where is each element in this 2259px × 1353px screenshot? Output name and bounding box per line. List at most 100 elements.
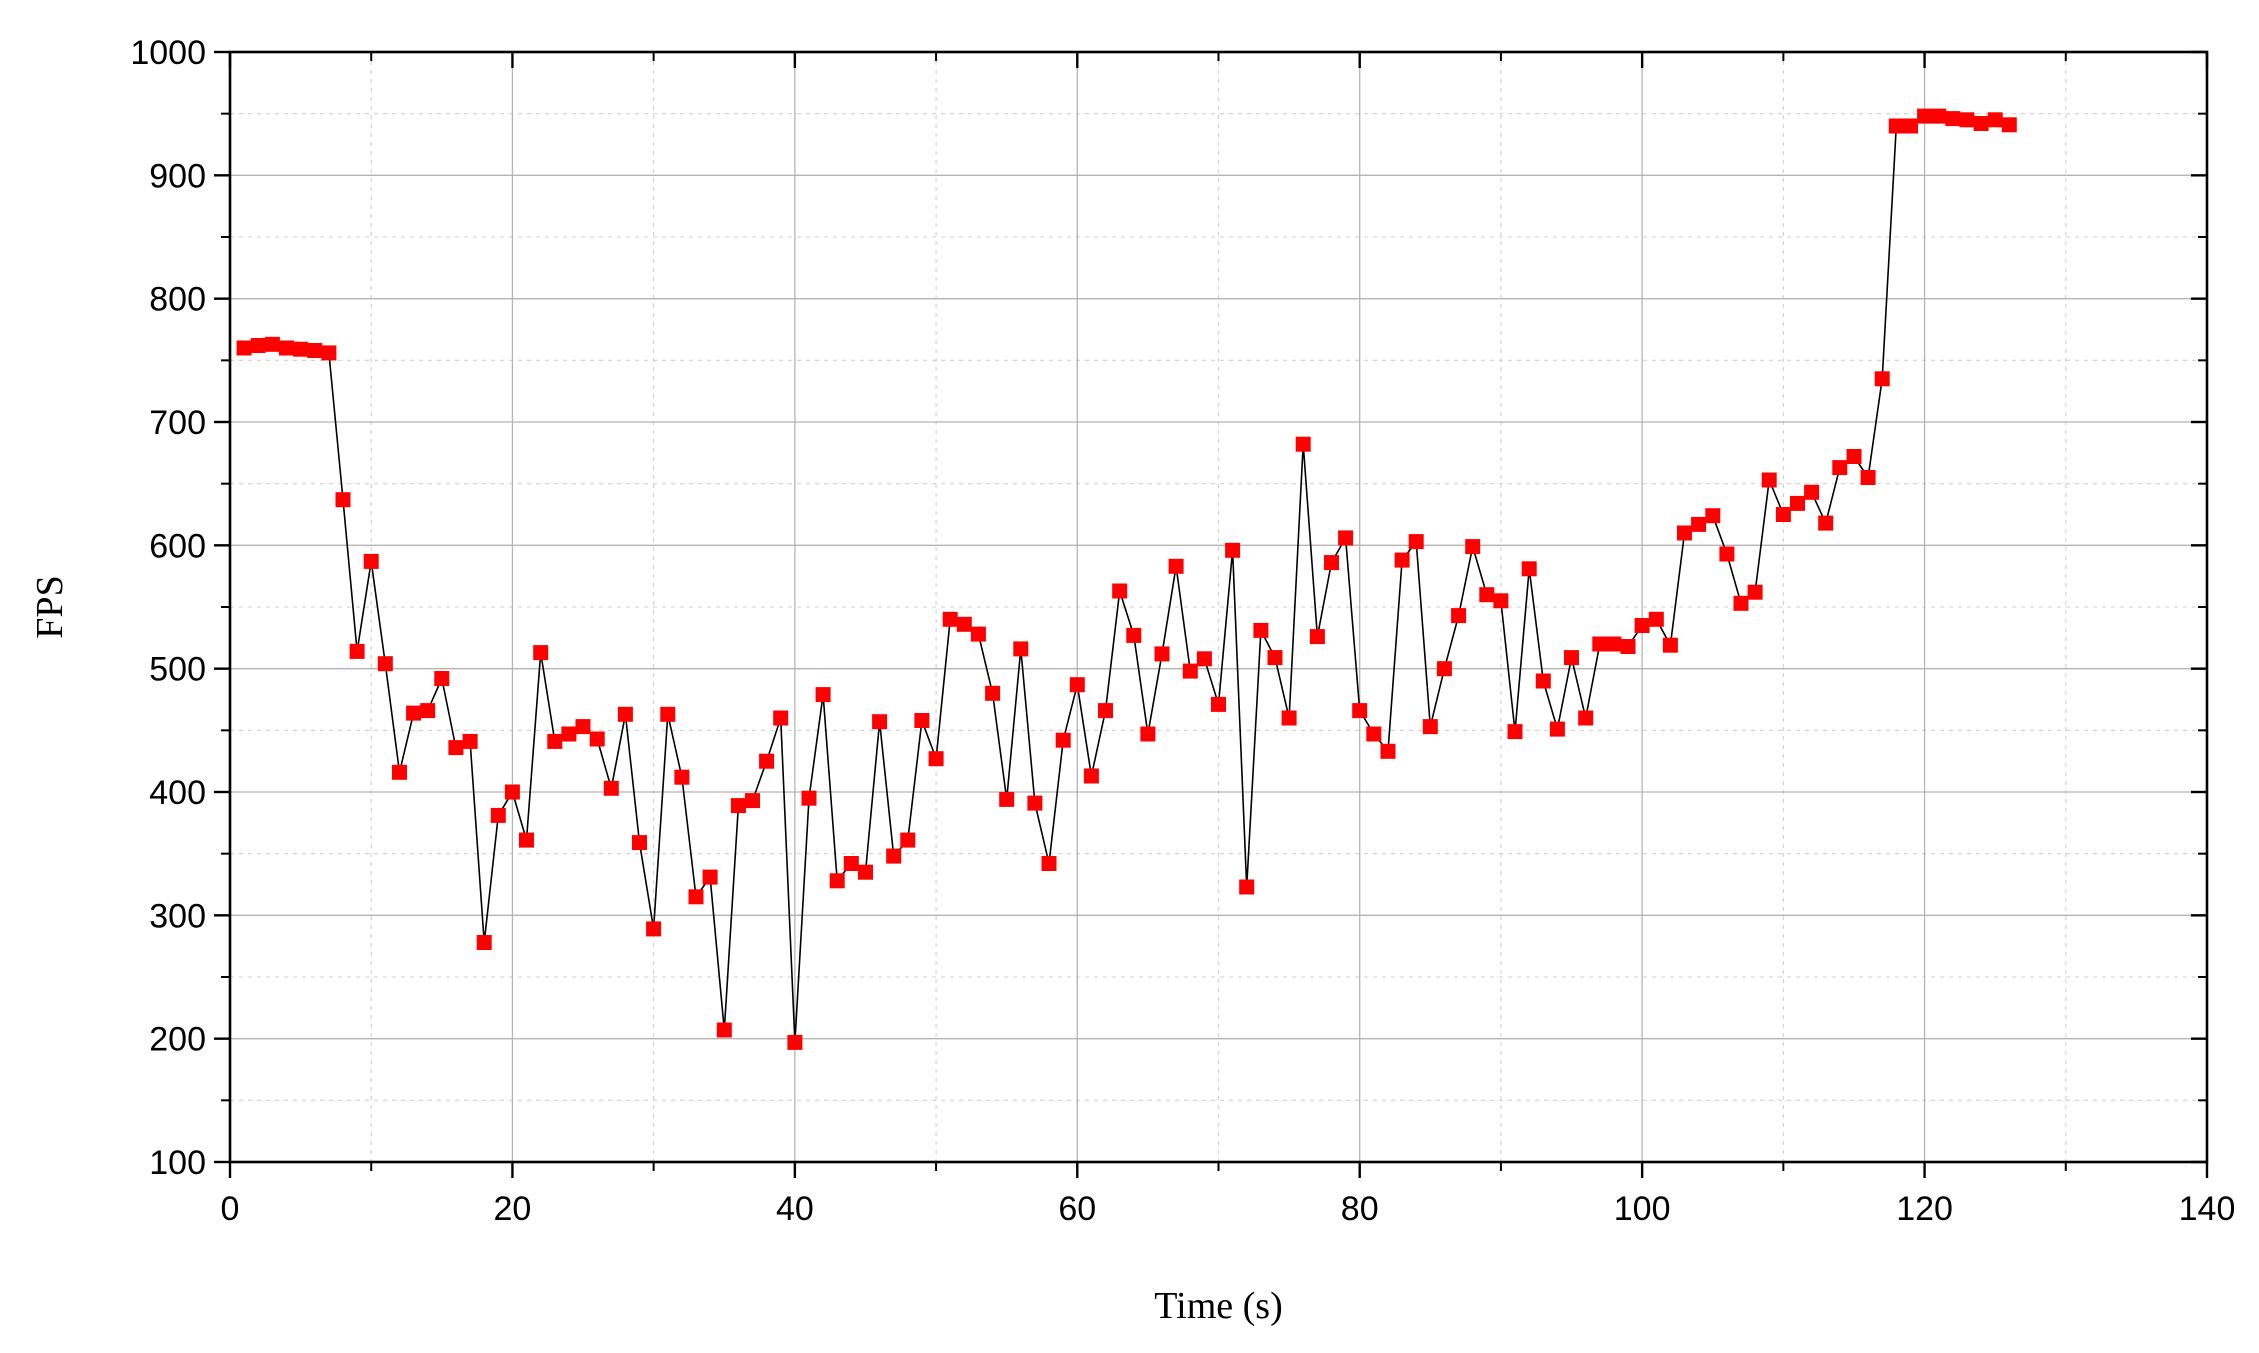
data-point: [533, 645, 549, 661]
data-point: [1648, 611, 1664, 627]
y-tick-label: 400: [149, 774, 206, 812]
data-point: [1959, 112, 1975, 128]
data-point: [829, 873, 845, 889]
x-tick-label: 0: [221, 1190, 240, 1228]
data-point: [688, 889, 704, 905]
data-point: [363, 553, 379, 569]
data-point: [1493, 593, 1509, 609]
data-point: [279, 340, 294, 356]
data-point: [942, 611, 958, 627]
data-point: [420, 703, 436, 719]
data-point: [787, 1034, 803, 1050]
data-point: [1846, 449, 1862, 464]
data-point: [1818, 515, 1834, 531]
y-tick-label: 100: [149, 1144, 206, 1182]
data-point: [1112, 583, 1128, 599]
data-point: [1338, 530, 1354, 546]
data-point: [1592, 636, 1608, 652]
data-point: [1267, 650, 1283, 666]
data-point: [1465, 539, 1481, 555]
data-point: [448, 740, 464, 756]
data-point: [236, 340, 252, 356]
axis-ticks: 0 20 40 60 80 100 120 140 100 200 300 400 500 600 700 8…: [130, 34, 2235, 1228]
data-point: [250, 338, 266, 353]
data-point: [999, 791, 1015, 807]
data-point: [646, 921, 662, 937]
data-point: [1055, 732, 1071, 748]
data-point: [702, 869, 718, 885]
data-point: [377, 656, 393, 672]
data-point: [886, 848, 902, 864]
data-point: [1662, 637, 1678, 653]
data-point: [504, 784, 520, 800]
data-point: [1380, 743, 1396, 759]
data-point: [1309, 629, 1325, 645]
data-point: [335, 492, 351, 508]
data-point: [349, 643, 365, 659]
data-point: [632, 835, 647, 851]
data-point: [519, 832, 534, 848]
data-point: [1620, 639, 1636, 654]
data-point: [1422, 719, 1438, 735]
x-tick-label: 120: [1896, 1190, 1953, 1228]
data-point: [1733, 595, 1749, 611]
data-point: [970, 626, 986, 642]
data-point: [1479, 587, 1495, 603]
data-point: [603, 780, 619, 796]
data-point: [406, 705, 422, 721]
data-point: [956, 616, 972, 632]
data-point: [1027, 795, 1043, 811]
x-tick-label: 20: [494, 1190, 532, 1228]
data-point: [1917, 108, 1933, 124]
data-point: [490, 807, 506, 823]
data-point: [561, 726, 577, 742]
data-point: [476, 935, 492, 950]
data-point: [1408, 534, 1424, 550]
data-point: [716, 1022, 732, 1038]
data-point: [1366, 726, 1382, 742]
data-point: [660, 706, 676, 722]
data-point: [392, 764, 407, 780]
data-point: [1182, 663, 1198, 679]
x-tick-label: 140: [2179, 1190, 2236, 1228]
data-point: [1281, 710, 1297, 726]
data-point: [1211, 696, 1226, 712]
data-point: [1804, 484, 1820, 500]
data-point: [1790, 495, 1805, 511]
x-tick-label: 100: [1614, 1190, 1671, 1228]
data-point: [434, 671, 450, 686]
data-point: [815, 687, 831, 703]
data-point: [1606, 636, 1622, 652]
data-point: [1295, 436, 1311, 452]
data-point: [1719, 546, 1735, 562]
data-point: [1394, 552, 1410, 568]
data-point: [1083, 768, 1099, 784]
data-point: [1140, 726, 1156, 742]
data-point: [1253, 622, 1269, 638]
data-point: [1634, 618, 1650, 633]
data-point: [1196, 651, 1212, 667]
data-point: [1098, 703, 1113, 719]
data-point: [1168, 558, 1184, 574]
plot-frame: [228, 50, 2209, 1164]
data-point: [1041, 856, 1057, 871]
data-point: [1239, 879, 1255, 895]
data-point: [1987, 112, 2003, 128]
axes: [228, 50, 2209, 1164]
data-point: [547, 733, 563, 749]
data-point: [858, 864, 873, 880]
data-point: [985, 685, 1001, 701]
data-point: [1352, 703, 1368, 719]
data-point: [1507, 724, 1523, 740]
data-point: [1535, 673, 1551, 689]
data-point: [264, 336, 280, 352]
data-point: [575, 719, 591, 735]
data-point: [1775, 507, 1791, 522]
y-tick-label: 200: [149, 1021, 206, 1059]
data-point: [1945, 111, 1961, 127]
data-point: [1324, 555, 1339, 571]
y-tick-label: 900: [149, 157, 206, 195]
data-point: [1564, 650, 1579, 666]
data-point: [1832, 460, 1848, 476]
